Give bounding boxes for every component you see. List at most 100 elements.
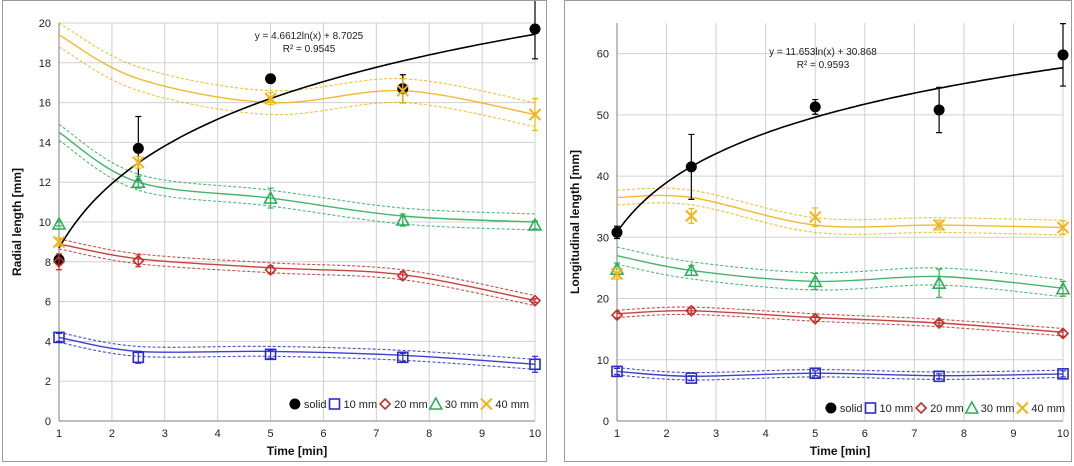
curve-band-lower-40-mm — [58, 46, 536, 128]
y-tick-label: 6 — [45, 297, 51, 309]
legend-label-solid: solid — [304, 399, 327, 411]
data-point-20-mm — [685, 304, 698, 317]
curve-band-lower-20-mm — [58, 248, 536, 307]
x-tick-label: 8 — [961, 428, 967, 440]
legend-marker-solid — [825, 402, 837, 414]
legend-marker-10-mm — [864, 402, 877, 414]
data-point-10-mm — [529, 358, 541, 371]
curve-band-upper-20-mm — [616, 306, 1064, 330]
radial-panel: 1 2 3 4 5 6 7 8 9 10 0 2 4 6 8 10 12 14 16 18 20 Time [min] Ra… — [2, 0, 547, 462]
legend-label-solid: solid — [840, 403, 863, 415]
y-tick-label: 14 — [39, 137, 51, 149]
series-40-mm — [610, 207, 1070, 281]
data-point-solid — [529, 23, 541, 35]
data-point-10-mm — [685, 372, 698, 384]
data-point-20-mm — [52, 255, 66, 268]
legend-label-20-mm: 20 mm — [930, 403, 964, 415]
legend-marker-30-mm — [964, 400, 980, 414]
data-point-10-mm — [53, 331, 65, 344]
legend-item-40-mm: 40 mm — [480, 397, 529, 411]
series-20-mm — [610, 304, 1070, 340]
x-axis-label: Time [min] — [810, 444, 870, 458]
y-tick-label: 10 — [597, 355, 609, 367]
curve-band-upper-30-mm — [616, 246, 1064, 281]
curve-band-upper-10-mm — [58, 331, 536, 360]
data-point-solid — [265, 73, 277, 85]
x-tick-label: 1 — [56, 428, 62, 440]
data-point-30-mm — [807, 273, 823, 288]
curve-band-lower-10-mm — [616, 374, 1064, 381]
data-point-30-mm — [51, 216, 67, 230]
x-tick-label: 6 — [320, 428, 326, 440]
gridlines — [58, 22, 536, 422]
y-tick-label: 50 — [597, 110, 609, 122]
x-tick-label: 8 — [426, 428, 432, 440]
curve-30-mm — [58, 131, 536, 223]
x-tick-label: 10 — [1057, 428, 1069, 440]
data-point-20-mm — [932, 316, 946, 330]
legend-marker-solid — [289, 398, 301, 410]
y-tick-label: 0 — [603, 416, 609, 428]
data-point-30-mm — [395, 212, 411, 226]
y-tick-label: 0 — [45, 416, 51, 428]
curve-band-lower-10-mm — [58, 341, 536, 370]
y-axis-label: Longitudinal length [mm] — [568, 150, 582, 294]
legend-marker-20-mm — [914, 401, 928, 415]
x-tick-label: 5 — [812, 428, 818, 440]
data-point-30-mm — [130, 174, 146, 188]
legend-label-20-mm: 20 mm — [394, 399, 428, 411]
log-trendline — [58, 33, 536, 249]
legend-item-30-mm: 30 mm — [428, 396, 479, 411]
series-solid — [611, 23, 1069, 240]
data-point-20-mm — [396, 269, 409, 282]
data-point-10-mm — [264, 348, 277, 361]
error-bar — [614, 367, 620, 376]
y-tick-label: 10 — [39, 217, 51, 229]
curve-40-mm — [616, 194, 1064, 229]
data-point-20-mm — [610, 308, 624, 322]
error-bar — [688, 375, 695, 382]
data-point-10-mm — [396, 351, 409, 364]
data-point-40-mm — [132, 156, 145, 169]
curve-band-lower-30-mm — [58, 139, 536, 231]
series-10-mm — [611, 365, 1069, 384]
trendline-equation: y = 4.6612ln(x) + 8.7025 — [255, 31, 364, 42]
data-point-40-mm — [932, 218, 946, 232]
x-tick-label: 9 — [1010, 428, 1016, 440]
series-20-mm — [52, 253, 542, 307]
data-point-10-mm — [1057, 368, 1069, 380]
legend-item-40-mm: 40 mm — [1016, 401, 1065, 415]
y-tick-label: 30 — [597, 232, 609, 244]
legend-label-10-mm: 10 mm — [344, 399, 378, 411]
legend-label-30-mm: 30 mm — [445, 399, 479, 411]
data-point-solid — [685, 161, 697, 173]
legend-item-20-mm: 20 mm — [378, 397, 428, 411]
data-point-20-mm — [809, 312, 822, 325]
gridlines — [616, 23, 1064, 422]
curve-band-lower-20-mm — [616, 313, 1064, 337]
legend-item-solid: solid — [289, 398, 327, 411]
data-point-30-mm — [1055, 281, 1071, 295]
x-tick-label: 9 — [479, 428, 485, 440]
legend-label-40-mm: 40 mm — [1031, 403, 1065, 415]
legend-item-solid: solid — [825, 402, 863, 415]
data-point-solid — [132, 142, 144, 154]
data-point-20-mm — [528, 294, 542, 307]
y-tick-label: 60 — [597, 49, 609, 61]
data-point-10-mm — [611, 365, 623, 378]
data-point-40-mm — [809, 210, 822, 224]
curve-band-upper-10-mm — [616, 367, 1064, 374]
error-bar — [399, 352, 406, 362]
series-40-mm — [52, 78, 542, 249]
x-tick-label: 10 — [529, 428, 541, 440]
y-tick-label: 8 — [45, 257, 51, 269]
legend-marker-30-mm — [428, 396, 444, 410]
curve-band-lower-40-mm — [616, 202, 1064, 236]
r-squared-label: R² = 0.9593 — [797, 60, 850, 71]
data-point-20-mm — [1056, 327, 1070, 340]
data-point-10-mm — [132, 351, 145, 364]
x-tick-label: 3 — [162, 428, 168, 440]
data-point-solid — [611, 226, 623, 238]
legend-label-10-mm: 10 mm — [880, 403, 914, 415]
series-10-mm — [53, 331, 541, 373]
